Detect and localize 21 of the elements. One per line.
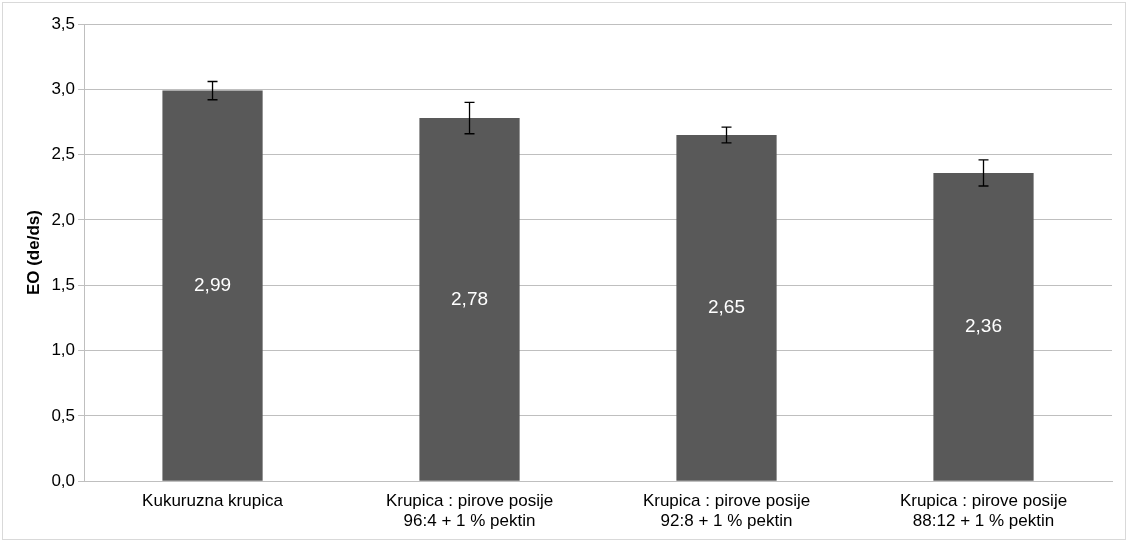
bar	[419, 118, 520, 481]
data-label: 2,78	[451, 287, 489, 309]
bar	[676, 135, 777, 481]
x-tick-label: Krupica : pirove posije 96:4 + 1 % pektin	[385, 491, 554, 531]
data-label: 2,65	[708, 296, 745, 318]
y-tick-label: 3,0	[51, 79, 76, 98]
y-tick-label: 1,5	[51, 274, 76, 294]
y-tick-label: 3,5	[51, 13, 76, 33]
bar	[933, 172, 1034, 481]
y-tick-label: 1,0	[51, 340, 76, 360]
y-tick-label: 0,5	[51, 405, 76, 425]
x-tick-label: Krupica : pirove posije 92:8 + 1 % pektin	[642, 491, 811, 531]
data-label: 2,36	[965, 315, 1002, 337]
y-tick-label: 2,0	[51, 209, 76, 229]
x-tick-label: Krupica : pirove posije 88:12 + 1 % pektin	[899, 491, 1068, 531]
data-label: 2,99	[194, 273, 232, 295]
y-axis-title: EO (de/ds)	[23, 210, 43, 296]
x-tick-label: Kukuruzna krupica	[142, 491, 284, 511]
y-tick-label: 2,5	[51, 144, 76, 164]
bar	[162, 90, 263, 481]
y-tick-label: 0,0	[51, 470, 76, 490]
